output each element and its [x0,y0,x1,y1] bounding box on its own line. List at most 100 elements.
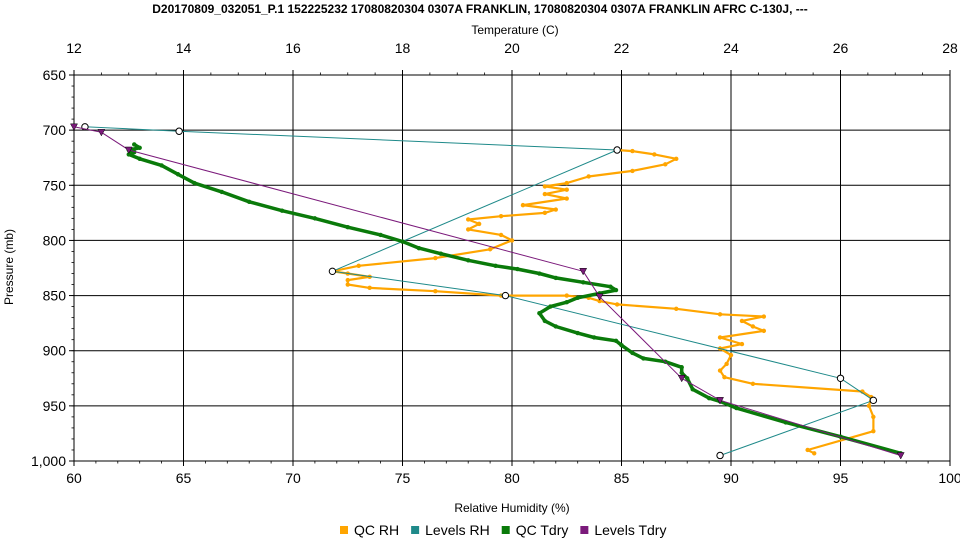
bottom-tick-label: 80 [504,470,520,486]
data-point [564,299,569,305]
left-tick-label: 900 [43,343,67,359]
data-point [498,213,504,219]
data-point [487,247,493,252]
data-point [613,338,619,343]
left-tick-label: 750 [43,177,67,193]
data-point [679,365,684,370]
legend: QC RH Levels RH QC Tdry Levels Tdry [340,522,666,538]
data-point [548,304,553,309]
data-point [866,403,872,409]
top-tick-label: 12 [66,40,82,56]
data-point [630,350,635,356]
data-point [564,293,569,298]
data-point [312,216,318,221]
series-line [84,126,874,456]
legend-label: QC RH [354,522,399,538]
data-point [378,232,383,238]
data-point [613,287,619,293]
data-point [575,330,580,336]
bottom-tick-label: 65 [176,470,192,486]
data-point [438,251,444,256]
bottom-tick-label: 95 [833,470,849,486]
data-point [716,397,724,405]
data-point [706,395,712,401]
data-point [433,255,438,261]
data-point [674,156,679,162]
legend-swatch [501,526,510,534]
data-point [328,267,337,276]
data-point [750,324,756,329]
top-tick-label: 14 [176,40,192,56]
left-tick-label: 850 [43,288,67,304]
left-tick-label: 700 [43,122,67,138]
data-point [579,268,588,276]
series-line [73,126,902,456]
data-point [716,451,724,460]
y-axis-label: Pressure (mb) [2,229,16,305]
data-point [608,284,613,289]
data-point [466,227,471,232]
chart-title: D20170809_032051_P.1 152225232 170808203… [152,2,808,16]
data-point [591,335,597,340]
data-point [132,142,137,147]
bottom-axis-label: Relative Humidity (%) [454,501,569,515]
data-point [652,152,657,157]
data-point [279,208,285,213]
data-point [641,356,646,361]
legend-item: Levels Tdry [580,522,666,538]
data-point [520,202,526,208]
data-point [619,343,624,348]
data-point [724,361,729,367]
top-tick-label: 24 [723,40,739,56]
legend-item: Levels RH [411,522,490,538]
data-point [247,199,252,205]
data-point [501,291,510,300]
series-levels-tdry [70,123,905,460]
data-point [345,224,350,230]
legend-label: Levels RH [425,522,490,538]
data-point [630,168,635,174]
bottom-tick-label: 90 [723,470,739,486]
left-tick-label: 800 [43,232,67,248]
series-levels-rh [81,123,878,460]
data-point [476,221,482,227]
data-point [750,381,756,386]
data-point [400,239,405,244]
data-point [871,429,876,434]
left-tick-label: 950 [43,398,67,414]
data-point [137,145,142,150]
data-point [542,318,548,324]
data-point [175,127,183,135]
data-point [509,238,515,243]
data-point [679,370,684,375]
data-point [728,352,734,358]
bottom-tick-label: 70 [285,470,301,486]
legend-item: QC RH [340,522,399,538]
grid [69,70,951,466]
data-point [734,405,739,411]
tick-labels: 60 65 70 75 80 85 90 95 100 12 14 16 18 20 22 24 26 28 650… [31,40,960,486]
data-point [433,288,438,294]
data-point [812,451,817,456]
data-point [717,312,723,317]
top-tick-label: 16 [285,40,301,56]
data-point [124,146,133,155]
data-point [783,420,788,425]
data-point [466,217,471,222]
legend-swatch [580,526,589,534]
data-point [761,328,767,334]
data-point [739,341,745,347]
data-point [836,374,845,382]
data-point [871,414,876,420]
data-point [630,148,635,154]
data-point [553,275,558,281]
data-point [175,172,181,177]
data-point [542,184,548,189]
data-point [498,232,504,238]
data-point [553,324,558,329]
data-point [677,375,686,383]
data-point [219,189,225,195]
data-point [367,285,372,291]
data-point [345,277,350,283]
